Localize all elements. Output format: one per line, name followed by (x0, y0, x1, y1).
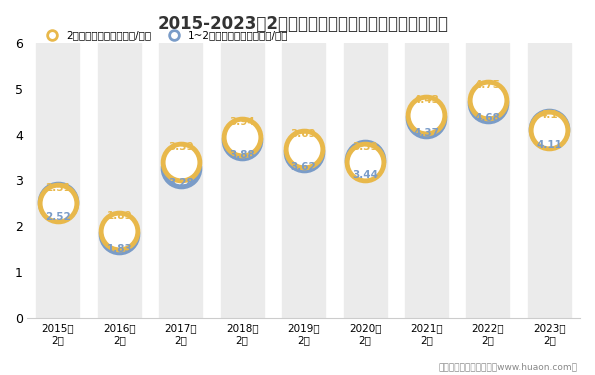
Text: 3.94: 3.94 (229, 117, 255, 127)
Point (176, 159, 186, 165)
Bar (405, 43, 448, 318)
Text: 4.68: 4.68 (475, 114, 501, 123)
Point (422, 112, 431, 118)
Point (53, 200, 62, 206)
Text: 3.28: 3.28 (168, 178, 193, 188)
Legend: 2月期货成交均价（万元/手）, 1~2月期货成交均价（万元/手）: 2月期货成交均价（万元/手）, 1~2月期货成交均价（万元/手） (38, 26, 292, 44)
Text: 4.1: 4.1 (540, 110, 559, 120)
Text: 制图：华经产业研究院（www.huaon.com）: 制图：华经产业研究院（www.huaon.com） (438, 362, 577, 371)
Point (176, 165, 186, 171)
Point (360, 157, 369, 163)
Text: 1.89: 1.89 (107, 211, 132, 221)
Text: 1.83: 1.83 (107, 244, 132, 254)
Text: 3.39: 3.39 (352, 142, 378, 152)
Point (483, 100, 493, 106)
Point (483, 97, 493, 103)
Text: 4.75: 4.75 (475, 80, 501, 90)
Point (299, 149, 308, 155)
Point (53, 200, 62, 206)
Text: 2.52: 2.52 (45, 213, 71, 222)
Text: 4.43: 4.43 (414, 95, 440, 105)
Point (115, 231, 124, 237)
Bar (159, 43, 202, 318)
Point (299, 146, 308, 152)
Point (115, 228, 124, 234)
Title: 2015-2023年2月上海期货交易所螺纹钢期货成交均价: 2015-2023年2月上海期货交易所螺纹钢期货成交均价 (158, 15, 449, 33)
Text: 2.51: 2.51 (45, 183, 71, 193)
Bar (343, 43, 387, 318)
Text: 4.37: 4.37 (414, 128, 440, 138)
Bar (98, 43, 141, 318)
Text: 3.88: 3.88 (229, 150, 255, 160)
Point (237, 137, 247, 143)
Point (237, 134, 247, 140)
Point (544, 126, 554, 132)
Text: 4.11: 4.11 (536, 140, 562, 150)
Bar (528, 43, 571, 318)
Text: 3.62: 3.62 (291, 162, 317, 172)
Point (544, 127, 554, 133)
Bar (36, 43, 79, 318)
Text: 3.44: 3.44 (352, 170, 378, 180)
Text: 3.39: 3.39 (168, 142, 193, 152)
Point (360, 159, 369, 165)
Point (422, 115, 431, 121)
Bar (282, 43, 325, 318)
Bar (221, 43, 264, 318)
Text: 3.69: 3.69 (291, 129, 317, 139)
Bar (466, 43, 509, 318)
